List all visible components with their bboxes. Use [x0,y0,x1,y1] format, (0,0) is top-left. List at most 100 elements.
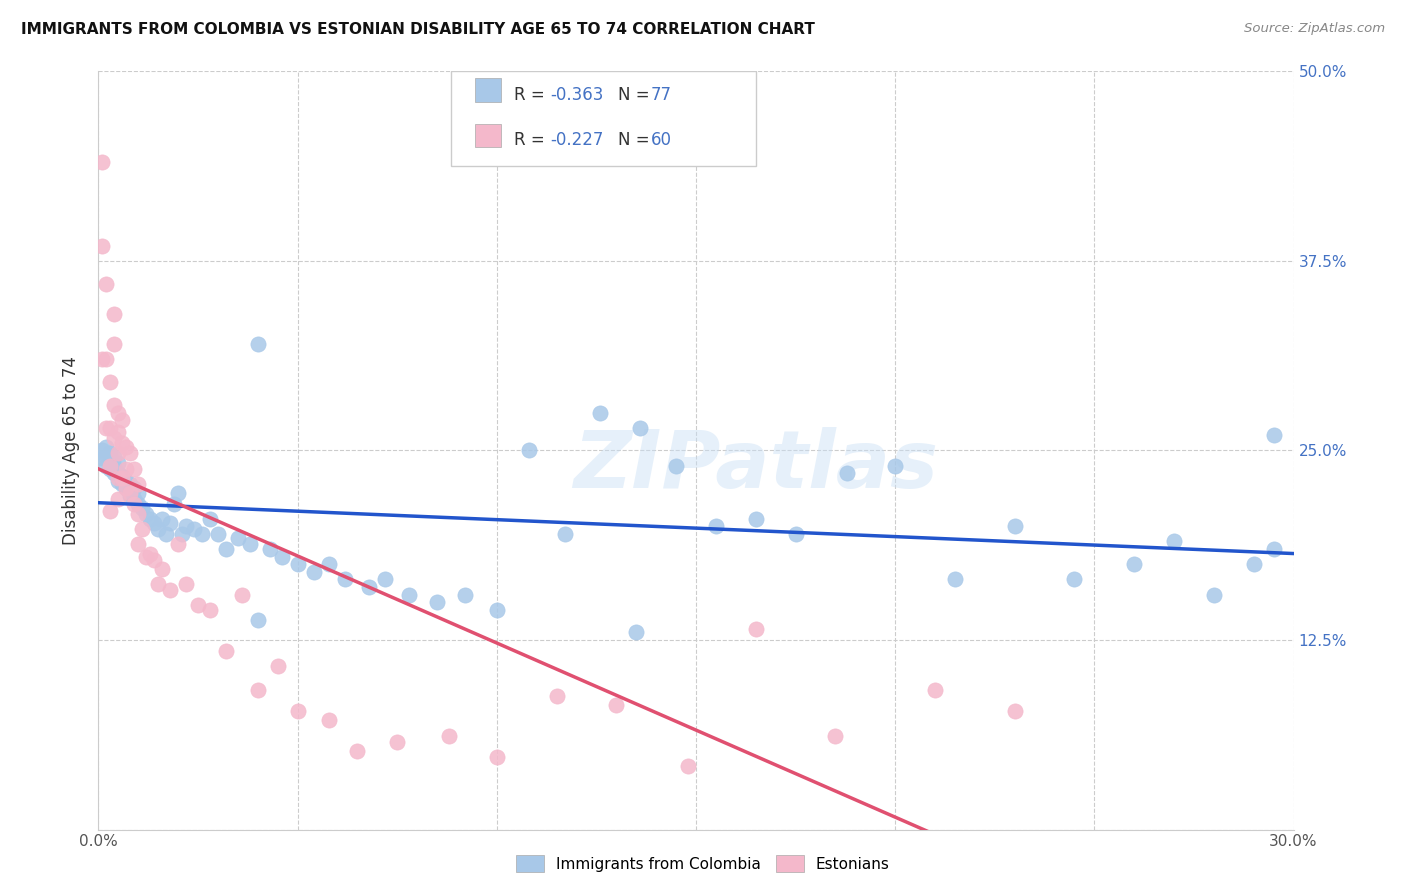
Point [1004,704,1026,718]
Point [155,526,177,541]
Legend: Immigrants from Colombia, Estonians: Immigrants from Colombia, Estonians [509,847,897,880]
FancyBboxPatch shape [475,78,501,102]
Point [374,573,396,587]
Point [745,512,768,526]
Point [943,573,966,587]
Point [103,450,125,464]
FancyBboxPatch shape [451,71,756,166]
Point [115,482,138,496]
Text: R =: R = [515,131,550,149]
Point [107,425,129,440]
Point [96,277,118,291]
Point [120,446,142,460]
Point [226,532,249,546]
Point [1202,588,1225,602]
Point [139,547,162,561]
Point [120,486,142,500]
Point [163,496,186,510]
Point [174,519,197,533]
Text: 60: 60 [651,131,672,149]
Point [115,461,138,475]
Point [589,405,612,420]
Point [454,588,477,602]
Point [127,496,149,510]
Point [546,689,568,703]
Point [91,155,114,169]
Point [148,577,170,591]
Point [398,588,420,602]
Point [554,526,576,541]
Point [120,476,142,491]
Point [103,307,125,321]
Point [91,443,114,458]
Point [91,352,114,367]
Point [426,595,449,609]
Point [437,729,460,743]
Point [148,522,170,536]
Point [246,683,269,698]
Point [1123,557,1146,572]
Point [98,458,122,473]
Point [127,507,149,521]
Point [159,516,181,531]
Point [115,482,138,496]
Point [318,557,340,572]
Point [745,623,768,637]
Point [124,482,146,496]
Point [267,658,290,673]
Point [359,580,381,594]
Point [103,337,125,351]
Point [172,526,194,541]
Point [107,467,129,481]
Point [167,537,190,551]
Point [246,337,269,351]
Y-axis label: Disability Age 65 to 74: Disability Age 65 to 74 [62,356,80,545]
Point [215,542,238,557]
Text: -0.363: -0.363 [550,86,603,103]
Text: -0.227: -0.227 [550,131,603,149]
Point [115,441,138,455]
Point [231,588,253,602]
Point [124,496,146,510]
Text: ZIPatlas: ZIPatlas [574,426,938,505]
Point [1243,557,1265,572]
Point [111,469,134,483]
Point [1063,573,1085,587]
Point [198,603,221,617]
Point [924,683,946,698]
Point [111,476,134,491]
Point [96,451,118,466]
Point [837,467,859,481]
Point [150,562,173,576]
Point [103,398,125,412]
Text: Source: ZipAtlas.com: Source: ZipAtlas.com [1244,22,1385,36]
Point [107,471,129,485]
Point [150,512,173,526]
Point [98,421,122,435]
Point [676,759,699,773]
Point [103,458,125,473]
Point [485,603,508,617]
Point [127,537,149,551]
Point [1163,534,1185,549]
FancyBboxPatch shape [475,124,501,147]
Point [628,421,651,435]
Point [1263,542,1285,557]
Point [131,501,153,516]
Text: R =: R = [515,86,550,103]
Point [127,486,149,500]
Point [135,549,157,564]
Point [96,352,118,367]
Point [704,519,727,533]
Point [107,405,129,420]
Point [124,461,146,475]
Text: IMMIGRANTS FROM COLOMBIA VS ESTONIAN DISABILITY AGE 65 TO 74 CORRELATION CHART: IMMIGRANTS FROM COLOMBIA VS ESTONIAN DIS… [21,22,815,37]
Point [665,458,688,473]
Point [131,522,153,536]
Point [385,734,409,748]
Point [111,436,134,450]
Point [517,443,540,458]
Point [98,446,122,460]
Point [884,458,907,473]
Point [167,486,190,500]
